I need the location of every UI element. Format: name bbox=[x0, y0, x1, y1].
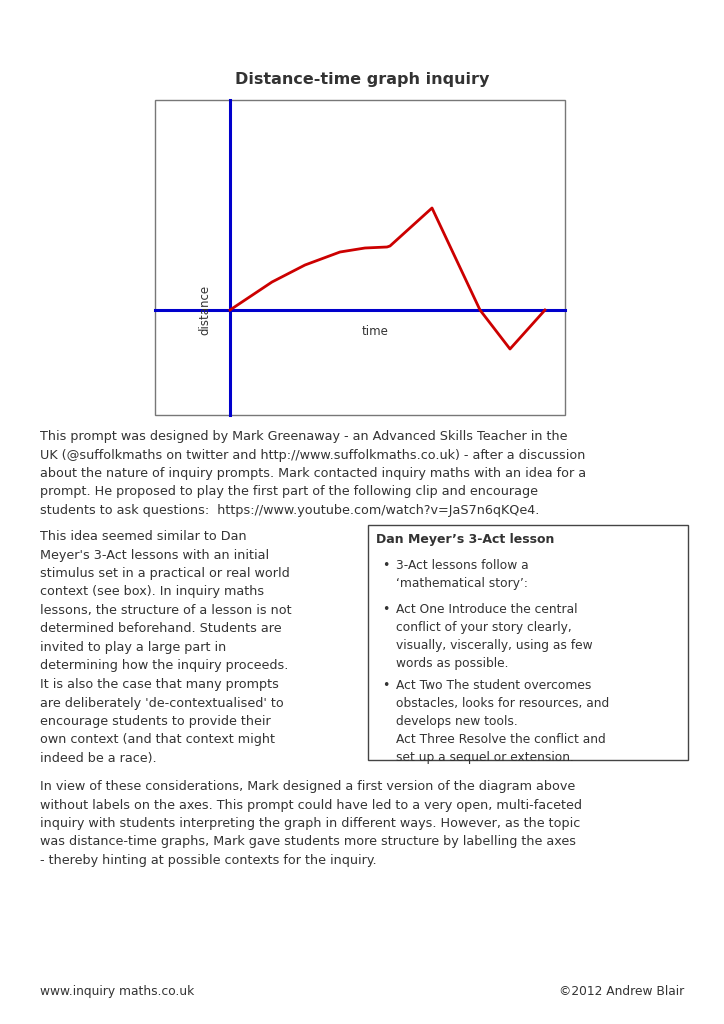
Text: Act Two The student overcomes
obstacles, looks for resources, and
develops new t: Act Two The student overcomes obstacles,… bbox=[396, 679, 610, 764]
Text: www.inquiry maths.co.uk: www.inquiry maths.co.uk bbox=[40, 985, 194, 998]
Bar bbox=[368, 525, 688, 760]
Text: distance: distance bbox=[198, 285, 211, 335]
Text: Distance-time graph inquiry: Distance-time graph inquiry bbox=[235, 72, 489, 87]
Text: •: • bbox=[382, 559, 390, 572]
Bar bbox=[155, 100, 565, 415]
Text: Dan Meyer’s 3-Act lesson: Dan Meyer’s 3-Act lesson bbox=[376, 534, 555, 546]
Text: In view of these considerations, Mark designed a first version of the diagram ab: In view of these considerations, Mark de… bbox=[40, 780, 582, 867]
Text: Act One Introduce the central
conflict of your story clearly,
visually, visceral: Act One Introduce the central conflict o… bbox=[396, 603, 593, 670]
Text: ©2012 Andrew Blair: ©2012 Andrew Blair bbox=[559, 985, 684, 998]
Text: 3-Act lessons follow a
‘mathematical story’:: 3-Act lessons follow a ‘mathematical sto… bbox=[396, 559, 529, 590]
Text: •: • bbox=[382, 679, 390, 692]
Text: time: time bbox=[361, 325, 389, 338]
Text: •: • bbox=[382, 603, 390, 616]
Text: This idea seemed similar to Dan
Meyer's 3-Act lessons with an initial
stimulus s: This idea seemed similar to Dan Meyer's … bbox=[40, 530, 292, 765]
Text: This prompt was designed by Mark Greenaway - an Advanced Skills Teacher in the
U: This prompt was designed by Mark Greenaw… bbox=[40, 430, 586, 517]
